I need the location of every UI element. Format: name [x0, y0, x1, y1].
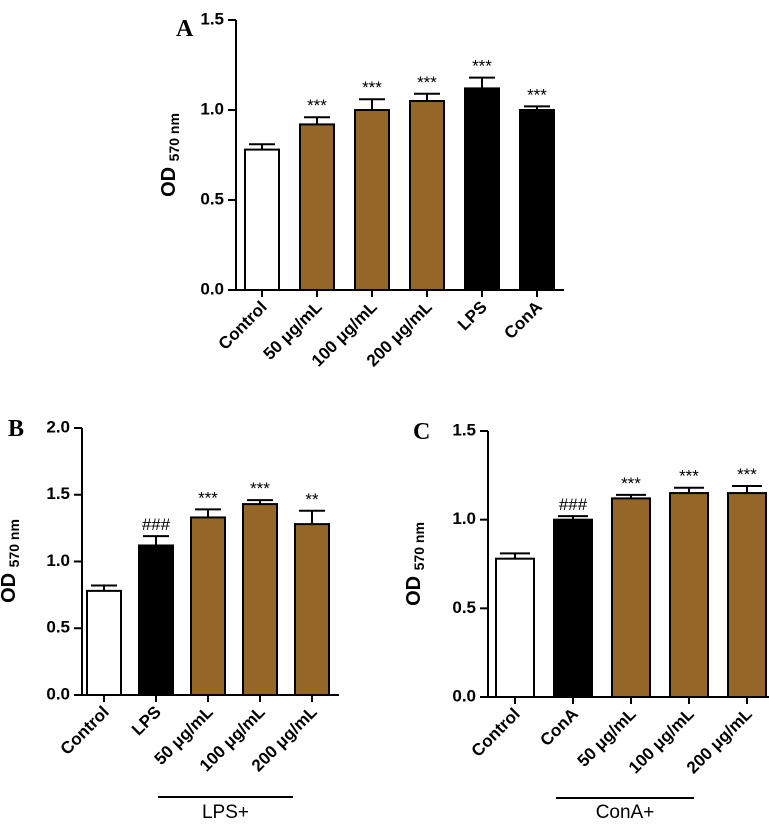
- significance-label: ***: [307, 96, 327, 115]
- y-tick-label: 2.0: [46, 417, 70, 436]
- bar: [669, 492, 709, 699]
- panel-letter: B: [8, 416, 24, 442]
- bar: [138, 544, 174, 696]
- bar: [495, 557, 535, 698]
- significance-label: ***: [417, 73, 437, 92]
- y-axis-label: OD 570 nm: [403, 522, 427, 606]
- category-label: Control: [215, 297, 271, 353]
- bar: [409, 100, 445, 291]
- bar: [242, 503, 278, 696]
- significance-label: ***: [737, 465, 757, 484]
- group-label: ConA+: [596, 802, 655, 823]
- bar: [244, 148, 280, 291]
- bar: [553, 518, 593, 699]
- y-tick-label: 0.5: [452, 598, 476, 617]
- bar: [354, 109, 390, 291]
- significance-label: ***: [621, 474, 641, 493]
- y-tick-label: 0.5: [200, 189, 224, 208]
- y-tick-label: 1.5: [46, 484, 70, 503]
- bar: [611, 497, 651, 698]
- y-tick-label: 0.0: [452, 686, 476, 705]
- significance-label: ***: [198, 488, 218, 507]
- significance-label: ###: [142, 515, 171, 534]
- bar: [727, 492, 767, 699]
- y-axis-label: OD 570 nm: [158, 113, 182, 197]
- panel-letter: A: [176, 16, 194, 42]
- category-label: Control: [57, 702, 113, 758]
- significance-label: ***: [250, 479, 270, 498]
- y-tick-label: 1.5: [200, 9, 224, 28]
- bar: [294, 523, 330, 696]
- y-tick-label: 1.5: [452, 420, 476, 439]
- bar: [86, 589, 122, 696]
- panel-c: C0.00.51.01.5OD 570 nmControl###ConA***5…: [403, 419, 769, 823]
- significance-label: ***: [472, 57, 492, 76]
- bar: [190, 516, 226, 696]
- bar: [299, 123, 335, 292]
- bar: [464, 87, 500, 292]
- significance-label: ***: [527, 85, 547, 104]
- y-tick-label: 0.0: [46, 684, 70, 703]
- significance-label: **: [305, 490, 319, 509]
- y-tick-label: 1.0: [452, 509, 476, 528]
- category-label: ConA: [536, 704, 581, 749]
- y-axis-label: OD 570 nm: [0, 519, 22, 603]
- significance-label: ###: [559, 495, 588, 514]
- y-tick-label: 1.0: [200, 99, 224, 118]
- bar: [519, 109, 555, 291]
- y-tick-label: 0.0: [200, 279, 224, 298]
- panel-b: B 0.0 0.5 1.0 1.5 2.0 OD 570 nm Control ### LPS **…: [0, 416, 339, 823]
- y-tick-label: 0.5: [46, 618, 70, 637]
- significance-label: ***: [679, 467, 699, 486]
- y-tick-label: 1.0: [46, 551, 70, 570]
- category-label: ConA: [500, 297, 545, 342]
- panel-letter: C: [413, 419, 430, 445]
- significance-label: ***: [362, 78, 382, 97]
- category-label: Control: [468, 704, 524, 760]
- group-label: LPS+: [202, 802, 249, 823]
- category-label: LPS: [454, 297, 491, 334]
- category-label: LPS: [128, 702, 165, 739]
